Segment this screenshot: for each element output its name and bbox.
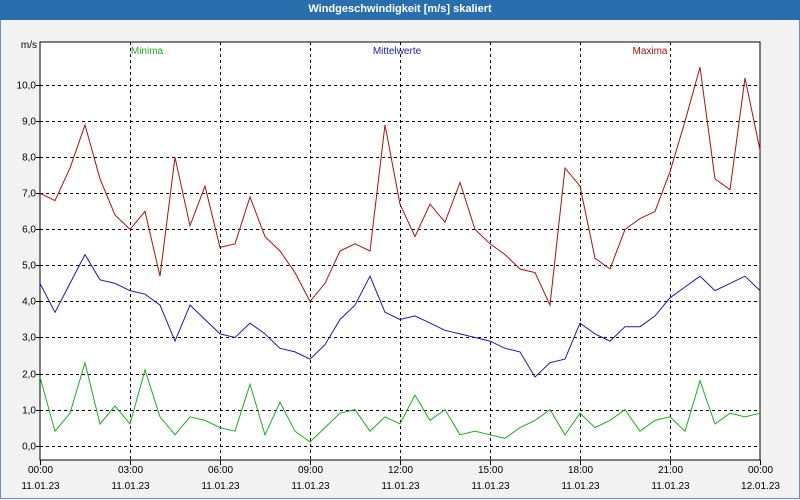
grid-layer	[39, 41, 761, 461]
series-line-minima	[39, 360, 761, 443]
y-tick-label: 6,0	[22, 225, 36, 236]
x-tick-time: 06:00	[208, 465, 233, 476]
x-tick-time: 00:00	[748, 465, 773, 476]
x-tick-time: 15:00	[478, 465, 503, 476]
x-tick-time: 00:00	[28, 465, 53, 476]
legend-maxima: Maxima	[632, 46, 667, 57]
x-tick-date: 11.01.23	[651, 481, 690, 492]
x-tick-date: 11.01.23	[21, 481, 60, 492]
y-tick-label: 7,0	[22, 189, 36, 200]
y-axis-label: m/s	[21, 40, 37, 51]
chart-title-bar: Windgeschwindigkeit [m/s] skaliert	[0, 0, 800, 20]
window-title: Windgeschwindigkeit [m/s] skaliert	[308, 3, 492, 15]
y-tick-label: 4,0	[22, 297, 36, 308]
y-tick-label: 3,0	[22, 333, 36, 344]
x-tick-date: 11.01.23	[291, 481, 330, 492]
series-line-mittelwerte	[39, 253, 761, 378]
x-tick-time: 03:00	[118, 465, 143, 476]
y-tick-label: 9,0	[22, 117, 36, 128]
x-tick-time: 18:00	[568, 465, 593, 476]
y-tick-label: 8,0	[22, 153, 36, 164]
series-line-maxima	[39, 67, 761, 307]
legend-minima: Minima	[131, 46, 164, 57]
legend-layer: Minima Mittelwerte Maxima	[131, 46, 668, 57]
y-tick-label: 5,0	[22, 261, 36, 272]
legend-mittelwerte: Mittelwerte	[373, 46, 422, 57]
y-tick-label: 2,0	[22, 370, 36, 381]
axis-layer: 0,0 1,0 2,0 3,0 4,0 5,0 6,0 7,0 8,0 9,0 10,0 m/s 00:…	[17, 40, 781, 492]
y-tick-label: 1,0	[22, 406, 36, 417]
x-tick-time: 21:00	[658, 465, 683, 476]
x-tick-date: 11.01.23	[111, 481, 150, 492]
y-tick-label: 10,0	[17, 81, 37, 92]
x-tick-date: 11.01.23	[471, 481, 510, 492]
x-tick-time: 09:00	[298, 465, 323, 476]
x-tick-date: 12.01.23	[741, 481, 780, 492]
y-tick-label: 0,0	[22, 442, 36, 453]
x-tick-date: 11.01.23	[561, 481, 600, 492]
x-tick-date: 11.01.23	[201, 481, 240, 492]
x-tick-date: 11.01.23	[381, 481, 420, 492]
chart: 0,0 1,0 2,0 3,0 4,0 5,0 6,0 7,0 8,0 9,0 10,0 m/s 00:…	[17, 40, 781, 492]
series-layer	[39, 67, 761, 443]
x-tick-time: 12:00	[388, 465, 413, 476]
